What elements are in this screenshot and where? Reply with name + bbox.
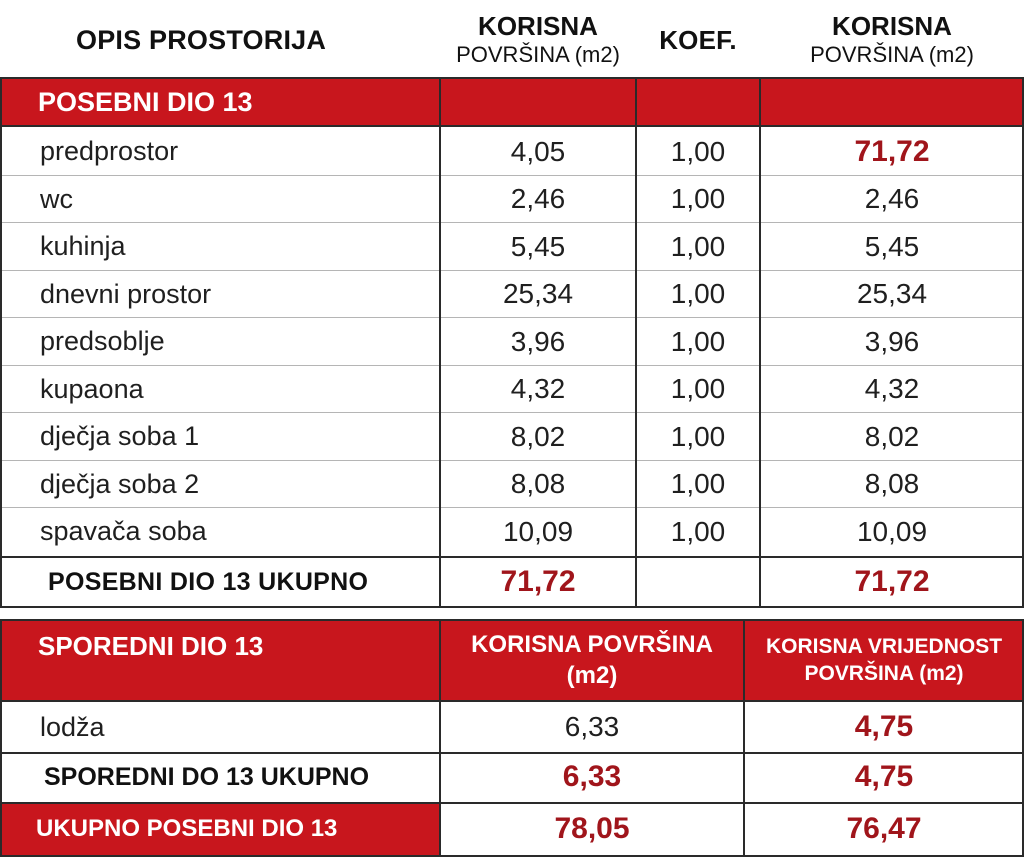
total-label-posebni: POSEBNI DIO 13 UKUPNO <box>48 567 369 596</box>
room-area: 8,08 <box>510 468 566 500</box>
room-coefficient: 1,00 <box>670 420 726 452</box>
divider <box>0 855 1024 857</box>
room-area: 8,02 <box>510 420 566 452</box>
row-divider <box>0 507 1024 508</box>
divider <box>0 619 2 857</box>
divider <box>439 77 441 607</box>
room-area: 10,09 <box>502 515 574 547</box>
section-title-sporedni: SPOREDNI DIO 13 <box>38 630 264 661</box>
room-useful-area: 71,72 <box>854 134 930 168</box>
room-coefficient: 1,00 <box>670 515 726 547</box>
room-label-lodza: lodža <box>40 711 105 742</box>
room-useful-area: 3,96 <box>864 325 920 357</box>
room-useful-area: 10,09 <box>856 515 928 547</box>
room-useful-area: 4,32 <box>864 373 920 405</box>
row-divider <box>0 222 1024 223</box>
divider <box>1022 77 1024 607</box>
section-title-posebni: POSEBNI DIO 13 <box>38 86 253 117</box>
room-label: kupaona <box>40 373 144 404</box>
total-label-sporedni: SPOREDNI DO 13 UKUPNO <box>44 762 370 791</box>
header-sporedni-area-line1: KORISNA POVRŠINA <box>471 630 713 658</box>
divider <box>0 77 1024 79</box>
room-label: wc <box>40 183 73 214</box>
row-divider <box>0 174 1024 176</box>
room-label: spavača soba <box>40 516 207 547</box>
divider <box>0 752 1024 754</box>
header-useful-area-2-line1: KORISNA <box>832 11 952 42</box>
room-label: dječja soba 1 <box>40 421 200 452</box>
divider <box>635 77 637 607</box>
room-coefficient: 1,00 <box>670 183 726 215</box>
divider <box>759 77 761 607</box>
total-value-sporedni: 4,75 <box>854 760 914 793</box>
room-area: 4,32 <box>510 373 566 405</box>
header-useful-area-line1: KORISNA <box>478 11 598 42</box>
room-label: predsoblje <box>40 326 165 357</box>
room-coefficient: 1,00 <box>670 325 726 357</box>
room-useful-area: 8,02 <box>864 420 920 452</box>
room-coefficient: 1,00 <box>670 468 726 500</box>
divider <box>0 606 1024 608</box>
divider <box>0 700 1024 702</box>
header-sporedni-value-line1: KORISNA VRIJEDNOST <box>765 634 1003 658</box>
grand-total-label-band <box>0 803 440 855</box>
header-room-description: OPIS PROSTORIJA <box>76 24 327 55</box>
divider <box>743 619 745 857</box>
divider <box>0 802 1024 804</box>
row-divider <box>0 412 1024 413</box>
room-useful-area: 5,45 <box>864 230 920 262</box>
header-sporedni-area-line2: (m2) <box>566 662 618 689</box>
room-area: 4,05 <box>510 135 566 167</box>
row-divider <box>0 317 1024 318</box>
room-area: 25,34 <box>502 278 574 310</box>
total-area-posebni: 71,72 <box>500 565 576 598</box>
total-useful-posebni: 71,72 <box>854 565 930 598</box>
room-useful-area: 8,08 <box>864 468 920 500</box>
room-label: dnevni prostor <box>40 278 212 309</box>
room-useful-area: 2,46 <box>864 183 920 215</box>
grand-total-label: UKUPNO POSEBNI DIO 13 <box>36 815 338 842</box>
row-divider <box>0 459 1024 461</box>
room-area: 5,45 <box>510 230 566 262</box>
room-label: dječja soba 2 <box>40 468 200 499</box>
divider <box>439 619 441 857</box>
header-useful-area-line2: POVRŠINA (m2) <box>456 42 620 68</box>
grand-total-area: 78,05 <box>554 812 630 845</box>
header-coefficient: KOEF. <box>659 24 737 55</box>
divider <box>0 619 1024 621</box>
header-sporedni-value-line2: POVRŠINA (m2) <box>804 662 964 685</box>
room-coefficient: 1,00 <box>670 278 726 310</box>
divider <box>0 125 1024 127</box>
header-sporedni-value: KORISNA VRIJEDNOST POVRŠINA (m2) <box>744 622 1024 698</box>
divider <box>1022 619 1024 857</box>
room-label: kuhinja <box>40 231 126 262</box>
header-useful-area-2: KORISNA POVRŠINA (m2) <box>760 4 1024 76</box>
row-divider <box>0 269 1024 271</box>
total-area-sporedni: 6,33 <box>562 760 622 793</box>
grand-total-value: 76,47 <box>846 812 922 845</box>
room-area: 2,46 <box>510 183 566 215</box>
room-area-lodza: 6,33 <box>564 711 620 742</box>
divider <box>0 556 1024 558</box>
row-divider <box>0 364 1024 366</box>
section-band-posebni <box>0 78 1024 126</box>
room-area: 3,96 <box>510 325 566 357</box>
header-sporedni-area: KORISNA POVRŠINA (m2) <box>440 622 744 698</box>
section-band-sporedni <box>0 620 1024 700</box>
room-value-lodza: 4,75 <box>854 710 914 743</box>
room-coefficient: 1,00 <box>670 373 726 405</box>
divider <box>0 77 2 607</box>
header-useful-area-2-line2: POVRŠINA (m2) <box>810 42 974 68</box>
header-useful-area: KORISNA POVRŠINA (m2) <box>440 4 636 76</box>
room-coefficient: 1,00 <box>670 230 726 262</box>
room-label: predprostor <box>40 136 179 167</box>
room-useful-area: 25,34 <box>856 278 928 310</box>
room-coefficient: 1,00 <box>670 135 726 167</box>
